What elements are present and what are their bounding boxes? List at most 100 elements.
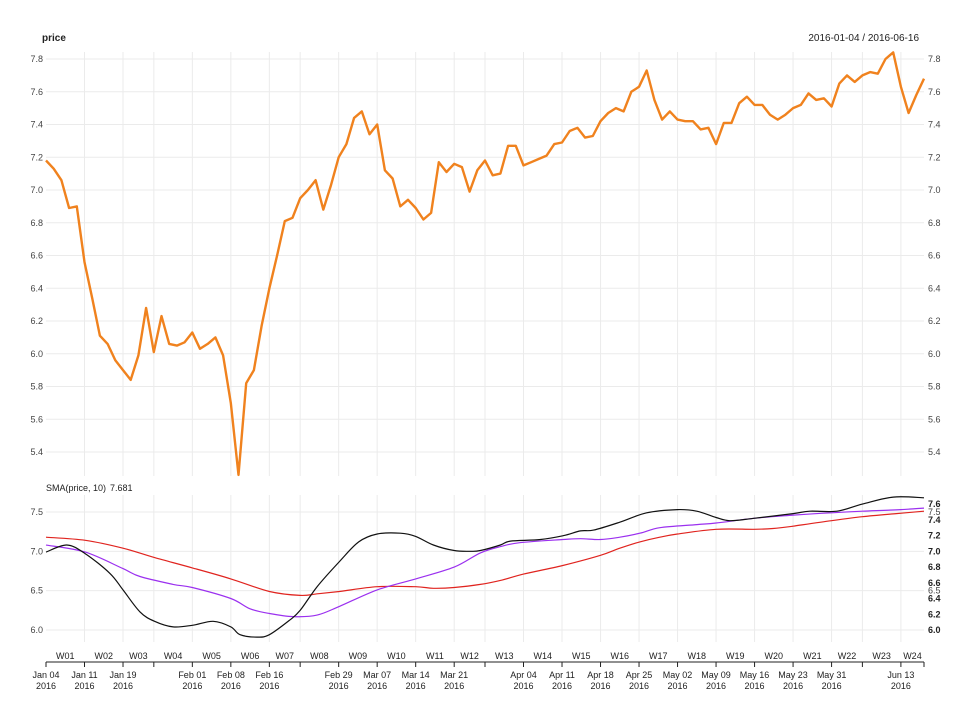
sma-last-value: 7.681 xyxy=(110,483,133,493)
y-tick-left: 5.6 xyxy=(30,414,43,424)
x-tick-year: 2016 xyxy=(74,681,94,691)
sma-y-tick-right-bold: 7.2 xyxy=(928,531,941,541)
x-tick-date: Apr 18 xyxy=(587,670,614,680)
x-tick-date: Feb 16 xyxy=(255,670,283,680)
x-tick-date: Mar 14 xyxy=(402,670,430,680)
week-label: W07 xyxy=(275,651,294,661)
week-label: W10 xyxy=(387,651,406,661)
y-tick-left: 6.8 xyxy=(30,218,43,228)
week-label: W06 xyxy=(241,651,260,661)
sma-y-tick-left: 7.5 xyxy=(30,507,43,517)
sma-y-tick-right-bold: 7.6 xyxy=(928,499,941,509)
sma-y-tick-right-bold: 6.6 xyxy=(928,578,941,588)
x-tick-date: May 09 xyxy=(701,670,731,680)
x-tick-year: 2016 xyxy=(259,681,279,691)
x-tick-year: 2016 xyxy=(629,681,649,691)
y-tick-right: 7.6 xyxy=(928,87,941,97)
sma-y-tick-right-bold: 7.4 xyxy=(928,515,941,525)
y-tick-left: 6.4 xyxy=(30,283,43,293)
x-tick-year: 2016 xyxy=(444,681,464,691)
y-tick-right: 7.0 xyxy=(928,185,941,195)
y-tick-right: 6.0 xyxy=(928,349,941,359)
x-tick-date: Jun 13 xyxy=(887,670,914,680)
x-tick-year: 2016 xyxy=(745,681,765,691)
week-label: W03 xyxy=(129,651,148,661)
y-tick-left: 5.4 xyxy=(30,447,43,457)
x-tick-date: Jan 04 xyxy=(32,670,59,680)
y-tick-right: 5.8 xyxy=(928,382,941,392)
week-label: W11 xyxy=(426,651,444,661)
week-label: W14 xyxy=(534,651,553,661)
x-tick-year: 2016 xyxy=(36,681,56,691)
week-label: W24 xyxy=(903,651,922,661)
x-tick-year: 2016 xyxy=(891,681,911,691)
x-tick-year: 2016 xyxy=(822,681,842,691)
week-label: W04 xyxy=(164,651,183,661)
chart-title: price xyxy=(42,33,66,44)
x-tick-year: 2016 xyxy=(591,681,611,691)
x-tick-year: 2016 xyxy=(182,681,202,691)
y-tick-left: 6.0 xyxy=(30,349,43,359)
y-tick-left: 7.4 xyxy=(30,120,43,130)
sma-y-tick-left: 7.0 xyxy=(30,546,43,556)
y-tick-left: 7.8 xyxy=(30,54,43,64)
week-label: W23 xyxy=(872,651,891,661)
x-tick-date: Apr 11 xyxy=(549,670,575,680)
x-tick-date: May 02 xyxy=(663,670,693,680)
week-label: W02 xyxy=(95,651,114,661)
week-label: W05 xyxy=(202,651,221,661)
x-tick-date: May 31 xyxy=(817,670,847,680)
x-tick-date: Feb 08 xyxy=(217,670,245,680)
x-tick-date: Mar 07 xyxy=(363,670,391,680)
week-label: W20 xyxy=(765,651,784,661)
y-tick-left: 6.6 xyxy=(30,251,43,261)
y-tick-left: 6.2 xyxy=(30,316,43,326)
x-tick-year: 2016 xyxy=(513,681,533,691)
y-tick-right: 6.2 xyxy=(928,316,941,326)
x-tick-year: 2016 xyxy=(367,681,387,691)
sma-y-tick-right-bold: 6.0 xyxy=(928,625,941,635)
sma-y-tick-right-bold: 6.8 xyxy=(928,562,941,572)
x-tick-year: 2016 xyxy=(329,681,349,691)
sma-y-tick-left: 6.0 xyxy=(30,625,43,635)
x-tick-date: Jan 11 xyxy=(71,670,97,680)
x-tick-date: Mar 21 xyxy=(440,670,468,680)
y-tick-right: 5.6 xyxy=(928,414,941,424)
x-tick-date: May 16 xyxy=(740,670,770,680)
sma-title: SMA(price, 10) xyxy=(46,483,106,493)
y-tick-right: 6.6 xyxy=(928,251,941,261)
x-tick-date: May 23 xyxy=(778,670,808,680)
week-label: W21 xyxy=(803,651,822,661)
x-tick-year: 2016 xyxy=(552,681,572,691)
sma-y-tick-left: 6.5 xyxy=(30,586,43,596)
y-tick-left: 7.6 xyxy=(30,87,43,97)
x-tick-date: Feb 29 xyxy=(325,670,353,680)
week-label: W18 xyxy=(688,651,707,661)
week-label: W12 xyxy=(460,651,479,661)
week-label: W22 xyxy=(838,651,857,661)
week-label: W13 xyxy=(495,651,514,661)
y-tick-right: 7.2 xyxy=(928,152,941,162)
week-label: W08 xyxy=(310,651,329,661)
x-tick-year: 2016 xyxy=(783,681,803,691)
y-tick-right: 7.4 xyxy=(928,120,941,130)
x-tick-date: Apr 04 xyxy=(510,670,537,680)
y-tick-right: 6.8 xyxy=(928,218,941,228)
x-tick-date: Apr 25 xyxy=(626,670,653,680)
week-label: W01 xyxy=(56,651,75,661)
week-label: W09 xyxy=(349,651,368,661)
y-tick-right: 6.4 xyxy=(928,283,941,293)
x-tick-year: 2016 xyxy=(406,681,426,691)
x-tick-year: 2016 xyxy=(113,681,133,691)
x-tick-date: Jan 19 xyxy=(110,670,137,680)
sma-y-tick-right-bold: 6.4 xyxy=(928,594,941,604)
week-label: W15 xyxy=(572,651,591,661)
y-tick-left: 5.8 xyxy=(30,382,43,392)
y-tick-left: 7.2 xyxy=(30,152,43,162)
sma-y-tick-right-bold: 7.0 xyxy=(928,546,941,556)
x-tick-year: 2016 xyxy=(668,681,688,691)
week-label: W17 xyxy=(649,651,668,661)
week-label: W19 xyxy=(726,651,745,661)
x-tick-year: 2016 xyxy=(221,681,241,691)
